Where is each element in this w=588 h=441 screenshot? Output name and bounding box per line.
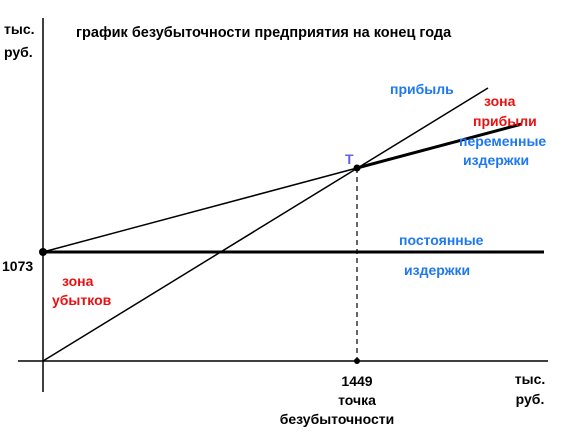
loss-zone-label-line2: убытков — [52, 292, 112, 308]
x-axis-label-line1: тыс. — [515, 371, 546, 387]
fixed-costs-label-line1: постоянные — [399, 232, 484, 248]
fixed-costs-start-point — [39, 248, 47, 256]
breakeven-point — [353, 164, 361, 172]
breakeven-x-point — [354, 358, 360, 364]
fixed-costs-label-line2: издержки — [404, 262, 470, 278]
variable-costs-label-line2: издержки — [463, 152, 529, 168]
y-tick-label: 1073 — [2, 258, 33, 274]
y-axis-label-line1: тыс. — [4, 21, 35, 37]
variable-costs-label-line1: переменные — [459, 133, 546, 149]
breakeven-label-line1: точка — [338, 392, 376, 408]
chart-title: график безубыточности предприятия на кон… — [76, 25, 452, 41]
breakeven-label-line2: безубыточности — [280, 411, 395, 427]
profit-zone-label-line1: зона — [484, 93, 516, 109]
loss-zone-label-line1: зона — [62, 273, 94, 289]
total-costs-line-right — [356, 122, 523, 170]
point-t-label: Т — [345, 151, 354, 167]
total-costs-line-left — [42, 167, 358, 253]
profit-line-label: прибыль — [390, 81, 454, 97]
y-axis-label-line2: руб. — [4, 44, 33, 60]
profit-zone-label-line2: прибыли — [473, 113, 537, 129]
x-axis-label-line2: руб. — [516, 391, 545, 407]
x-tick-label: 1449 — [341, 373, 372, 389]
revenue-line — [42, 87, 489, 362]
